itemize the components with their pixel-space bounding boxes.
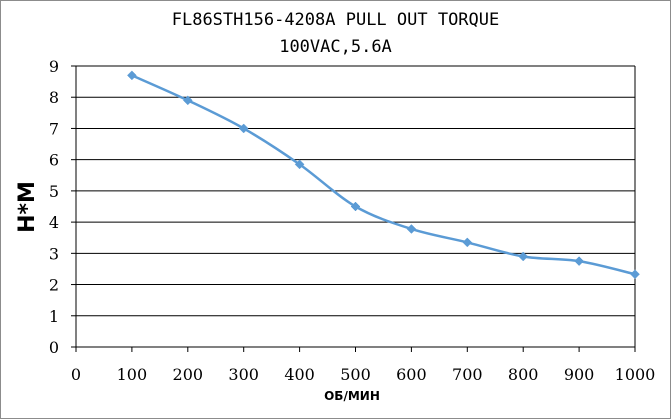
plot-axes — [71, 65, 636, 352]
data-point-marker — [462, 237, 473, 248]
torque-series — [127, 70, 640, 280]
y-tick-label: 0 — [49, 338, 59, 357]
x-tick-label: 200 — [173, 365, 204, 384]
x-tick-label: 0 — [71, 365, 81, 384]
data-point-marker — [406, 224, 417, 234]
horizontal-gridlines — [76, 65, 635, 317]
y-tick-label: 7 — [49, 119, 59, 138]
data-point-marker — [127, 70, 137, 81]
y-tick-label: 9 — [49, 57, 59, 76]
y-tick-label: 6 — [49, 151, 59, 170]
data-point-marker — [182, 95, 193, 106]
y-axis-label: Н*М — [15, 181, 40, 233]
x-tick-label: 400 — [284, 365, 315, 384]
x-axis-label: ОБ/МИН — [324, 389, 380, 403]
x-axis-tick-labels: 0 100 200 300 400 500 600 700 800 900 1000 — [71, 365, 655, 384]
x-tick-label: 600 — [396, 365, 427, 384]
data-point-marker — [238, 123, 249, 134]
data-point-marker — [630, 269, 640, 280]
x-tick-label: 1000 — [615, 365, 656, 384]
y-axis-tick-labels: 0 1 2 3 4 5 6 7 8 9 — [49, 57, 59, 357]
x-tick-label: 300 — [228, 365, 259, 384]
data-point-marker — [350, 201, 361, 212]
data-point-marker — [518, 251, 529, 262]
series-line — [131, 74, 636, 276]
y-tick-label: 5 — [49, 182, 59, 201]
x-tick-label: 900 — [564, 365, 595, 384]
x-tick-label: 700 — [452, 365, 483, 384]
x-tick-label: 500 — [340, 365, 371, 384]
y-tick-label: 4 — [49, 213, 59, 232]
chart-title: FL86STH156-4208A PULL OUT TORQUE — [171, 10, 500, 30]
y-tick-label: 8 — [49, 88, 59, 107]
x-tick-label: 800 — [508, 365, 539, 384]
x-tick-label: 100 — [117, 365, 148, 384]
y-tick-label: 2 — [49, 276, 59, 295]
data-point-marker — [574, 256, 584, 266]
y-tick-label: 3 — [49, 244, 59, 263]
chart-subtitle: 100VAC,5.6A — [279, 37, 392, 57]
data-point-marker — [294, 159, 305, 170]
y-tick-label: 1 — [49, 307, 59, 326]
